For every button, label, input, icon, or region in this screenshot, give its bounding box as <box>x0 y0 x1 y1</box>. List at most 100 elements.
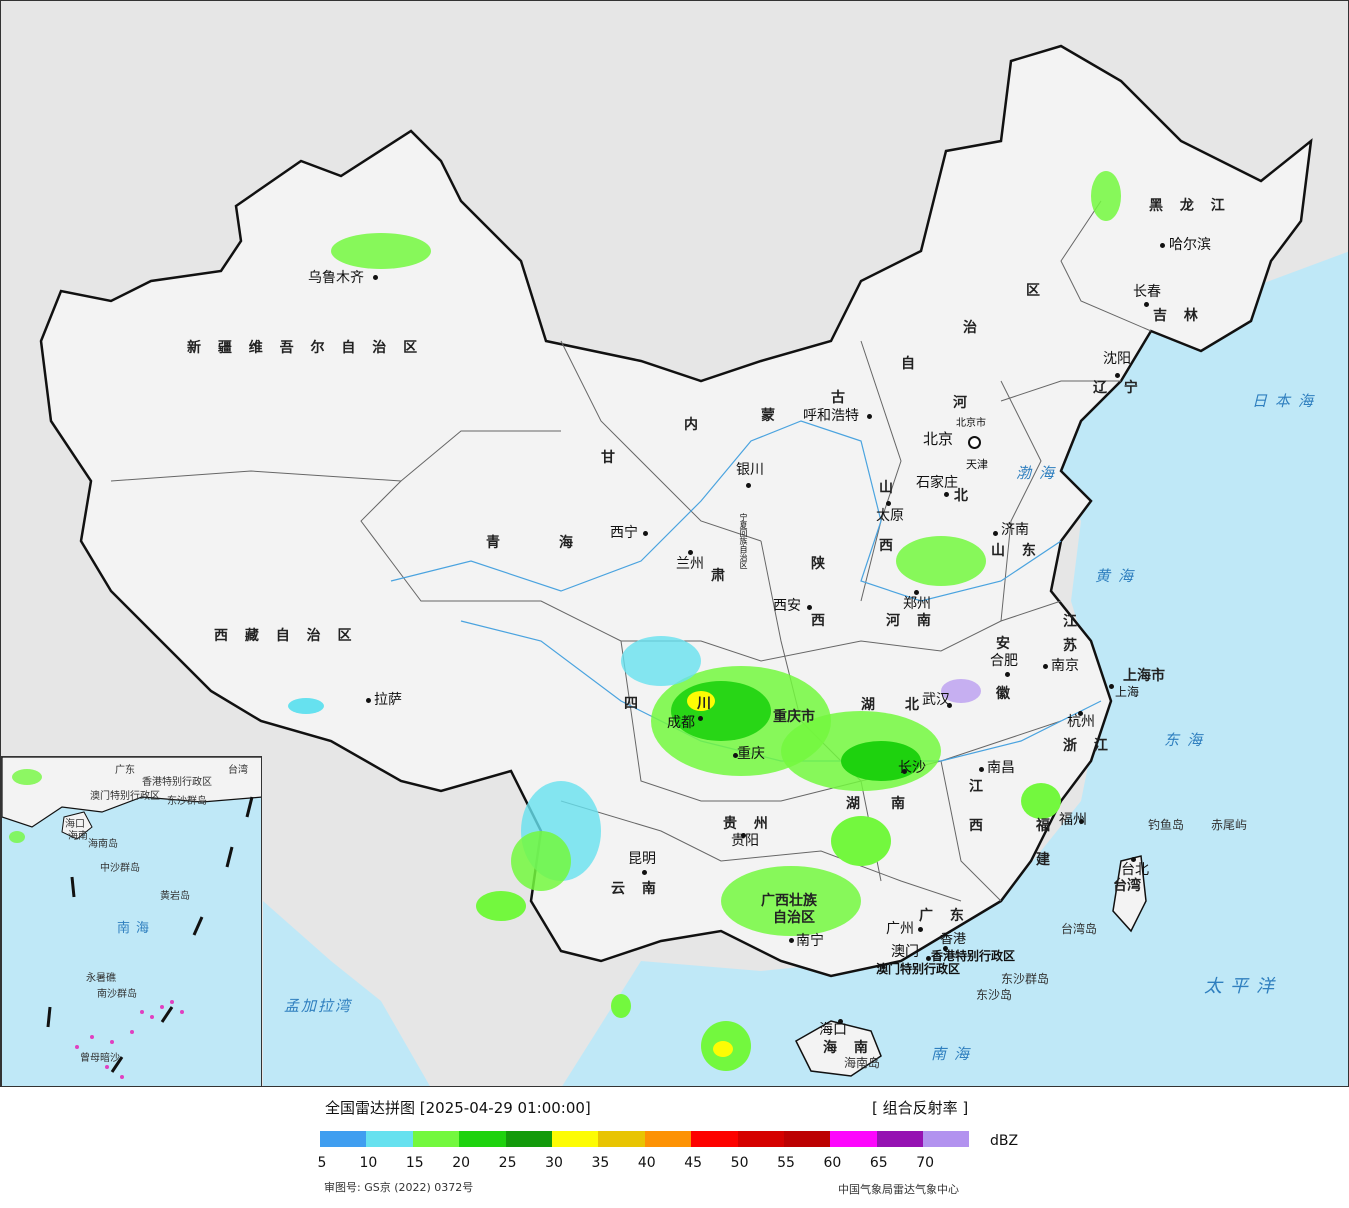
city-dot <box>1115 373 1120 378</box>
province-label: 苏 <box>1063 638 1083 654</box>
inset-label: 南海 <box>117 921 156 936</box>
city-dot <box>886 501 891 506</box>
inset-label: 香港特别行政区 <box>142 777 212 788</box>
inset-label: 永暑礁 <box>86 973 116 984</box>
city-label: 北京 <box>923 430 954 448</box>
inset-label: 海南 <box>68 831 88 842</box>
colorbar-tick-label: 30 <box>545 1155 563 1171</box>
city-dot <box>1144 302 1149 307</box>
province-label: 徽 <box>996 686 1016 702</box>
colorbar-swatch <box>691 1131 738 1147</box>
legend-panel: 全国雷达拼图 [2025-04-29 01:00:00] [ 组合反射率 ] d… <box>0 1087 1349 1208</box>
province-label: 湖 <box>846 796 866 812</box>
city-label: 呼和浩特 <box>803 408 859 424</box>
province-label: 江 <box>1063 614 1083 630</box>
sea-label: 渤海 <box>1016 464 1063 482</box>
province-label: 天津 <box>966 458 988 471</box>
city-label: 重庆 <box>737 746 765 762</box>
city-label: 南宁 <box>796 933 824 949</box>
island-label: 钓鱼岛 <box>1148 818 1185 832</box>
sea-area-west <box>263 901 430 1086</box>
city-label: 杭州 <box>1067 714 1095 730</box>
province-label: 川 <box>697 696 717 712</box>
city-label: 北京市 <box>956 418 986 429</box>
city-dot <box>746 483 751 488</box>
city-dot <box>918 927 923 932</box>
province-label: 江 <box>969 779 989 795</box>
city-label: 兰州 <box>676 556 704 572</box>
colorbar-swatch <box>505 1131 552 1147</box>
legend-title: 全国雷达拼图 [2025-04-29 01:00:00] <box>325 1099 591 1117</box>
city-dot <box>1078 711 1083 716</box>
inset-label: 海南岛 <box>88 839 118 850</box>
province-label: 宁夏回族自治区 <box>739 513 748 569</box>
city-label: 银川 <box>736 462 764 478</box>
province-label: 南 <box>891 796 911 812</box>
province-label: 浙 江 <box>1063 738 1114 754</box>
colorbar-swatch <box>320 1131 367 1147</box>
city-label: 南京 <box>1051 658 1079 674</box>
city-dot <box>902 769 907 774</box>
city-label: 香港 <box>940 932 967 947</box>
province-label: 安 <box>996 636 1016 652</box>
radar-map: 新 疆 维 吾 尔 自 治 区 西 藏 自 治 区 青 海 甘 肃 内 蒙 古 … <box>0 0 1349 1087</box>
colorbar-swatch <box>412 1131 460 1147</box>
city-label: 哈尔滨 <box>1169 237 1211 253</box>
city-dot <box>698 716 703 721</box>
city-dot <box>944 492 949 497</box>
city-dot <box>1043 664 1048 669</box>
colorbar-tick-label: 45 <box>684 1155 703 1171</box>
province-label: 内 <box>684 417 704 433</box>
city-dot <box>642 870 647 875</box>
city-dot <box>1005 672 1010 677</box>
radar-echoes <box>288 171 1121 1071</box>
province-label: 云 南 <box>611 881 662 897</box>
city-label: 石家庄 <box>916 475 958 491</box>
inset-label: 海口 <box>65 819 85 830</box>
legend-unit: dBZ <box>990 1133 1019 1149</box>
province-label: 福 <box>1036 818 1056 834</box>
city-label: 济南 <box>1001 522 1029 538</box>
province-label: 西 <box>811 613 831 629</box>
city-dot <box>789 938 794 943</box>
city-dot <box>867 414 872 419</box>
province-label: 重庆市 <box>773 709 815 725</box>
colorbar-swatch <box>830 1131 877 1147</box>
colorbar-tick-label: 15 <box>405 1155 424 1171</box>
city-label: 长沙 <box>898 760 926 776</box>
province-label: 北 <box>905 697 925 713</box>
province-label: 建 <box>1036 852 1056 868</box>
province-label: 黑 龙 江 <box>1149 198 1231 214</box>
sea-label: 东海 <box>1164 731 1211 749</box>
province-label: 台湾 <box>1113 878 1141 894</box>
colorbar-tick-label: 40 <box>637 1155 656 1171</box>
province-label: 山 <box>879 480 899 496</box>
province-label: 肃 <box>711 568 731 584</box>
data-source-credit: 中国气象局雷达气象中心 <box>838 1183 959 1196</box>
city-label: 上海 <box>1115 685 1140 699</box>
city-dot <box>914 590 919 595</box>
inset-label: 中沙群岛 <box>100 863 140 874</box>
province-label: 广西壮族 <box>761 893 817 909</box>
city-label: 武汉 <box>922 692 950 708</box>
inset-label: 曾母暗沙 <box>80 1053 120 1064</box>
city-label: 广州 <box>886 921 914 937</box>
city-dot <box>838 1019 843 1024</box>
colorbar-swatch <box>459 1131 506 1147</box>
inset-label: 台湾 <box>228 765 248 776</box>
city-label: 西宁 <box>610 525 638 541</box>
inset-canvas <box>2 757 261 1079</box>
colorbar-swatch <box>366 1131 413 1147</box>
province-label: 河 南 <box>886 613 937 629</box>
province-label: 海 南 <box>823 1040 874 1056</box>
colorbar-swatch <box>598 1131 645 1147</box>
province-label: 吉 林 <box>1153 308 1204 324</box>
sea-area <box>562 251 1348 1086</box>
map-canvas <box>39 44 1348 1086</box>
island-label: 赤尾屿 <box>1211 818 1248 832</box>
sea-label: 孟加拉湾 <box>284 997 353 1015</box>
island-label: 东沙群岛 <box>1001 972 1050 986</box>
colorbar-tick-label: 10 <box>359 1155 378 1171</box>
colorbar-tick-label: 60 <box>823 1155 842 1171</box>
province-label: 上海市 <box>1123 668 1165 684</box>
